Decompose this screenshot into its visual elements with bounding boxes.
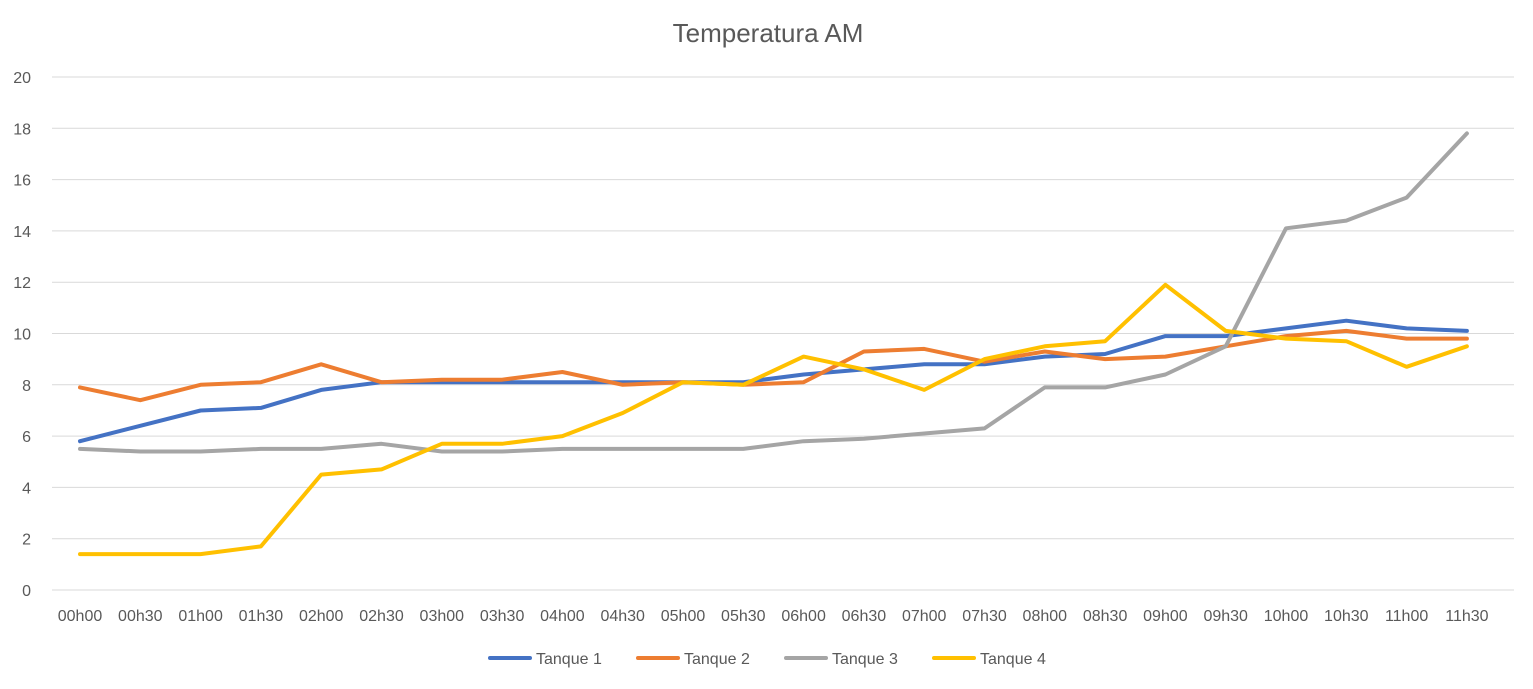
y-tick-label: 18	[13, 121, 31, 138]
y-axis-ticks: 0 2 4 6 8 10 12 14 16 18 20	[13, 70, 31, 600]
series-line-tanque-2	[78, 328, 1469, 403]
y-tick-label: 0	[22, 583, 31, 600]
y-tick-label: 8	[22, 378, 31, 395]
x-tick-label: 00h30	[118, 608, 163, 625]
legend-label: Tanque 2	[684, 651, 750, 668]
legend-item-tanque-4: Tanque 4	[932, 651, 1046, 668]
series-lines	[78, 131, 1469, 557]
y-tick-label: 16	[13, 173, 31, 190]
series-line-tanque-1	[78, 318, 1469, 444]
legend-item-tanque-2: Tanque 2	[636, 651, 750, 668]
x-tick-label: 05h00	[661, 608, 706, 625]
x-tick-label: 07h00	[902, 608, 947, 625]
x-tick-label: 01h30	[239, 608, 284, 625]
legend-item-tanque-1: Tanque 1	[488, 651, 602, 668]
y-tick-label: 10	[13, 327, 31, 344]
x-tick-label: 05h30	[721, 608, 766, 625]
y-tick-label: 14	[13, 224, 31, 241]
y-tick-label: 12	[13, 275, 31, 292]
x-tick-label: 10h00	[1264, 608, 1309, 625]
x-tick-label: 02h00	[299, 608, 344, 625]
x-tick-label: 03h30	[480, 608, 525, 625]
y-tick-label: 6	[22, 429, 31, 446]
x-tick-label: 06h00	[781, 608, 826, 625]
x-tick-label: 08h30	[1083, 608, 1128, 625]
x-tick-label: 11h00	[1385, 608, 1428, 625]
x-tick-label: 09h00	[1143, 608, 1188, 625]
x-tick-label: 03h00	[420, 608, 465, 625]
x-tick-label: 00h00	[58, 608, 103, 625]
chart-title: Temperatura AM	[673, 18, 864, 48]
x-tick-label: 09h30	[1203, 608, 1248, 625]
series-line-tanque-4	[78, 282, 1469, 557]
series-line-tanque-3	[78, 131, 1469, 454]
x-tick-label: 02h30	[359, 608, 404, 625]
legend-label: Tanque 4	[980, 651, 1046, 668]
y-tick-label: 20	[13, 70, 31, 87]
x-tick-label: 10h30	[1324, 608, 1369, 625]
x-axis-ticks: 00h00 00h30 01h00 01h30 02h00 02h30 03h00 03h30…	[58, 608, 1489, 625]
x-tick-label: 04h30	[600, 608, 645, 625]
x-tick-label: 04h00	[540, 608, 585, 625]
x-tick-label: 07h30	[962, 608, 1007, 625]
legend: Tanque 1 Tanque 2 Tanque 3 Tanque 4	[488, 651, 1046, 668]
legend-item-tanque-3: Tanque 3	[784, 651, 898, 668]
x-tick-label: 08h00	[1023, 608, 1068, 625]
x-tick-label: 06h30	[842, 608, 887, 625]
legend-label: Tanque 1	[536, 651, 602, 668]
x-tick-label: 11h30	[1445, 608, 1488, 625]
y-tick-label: 4	[22, 480, 31, 497]
y-tick-label: 2	[22, 532, 31, 549]
x-tick-label: 01h00	[178, 608, 223, 625]
legend-label: Tanque 3	[832, 651, 898, 668]
